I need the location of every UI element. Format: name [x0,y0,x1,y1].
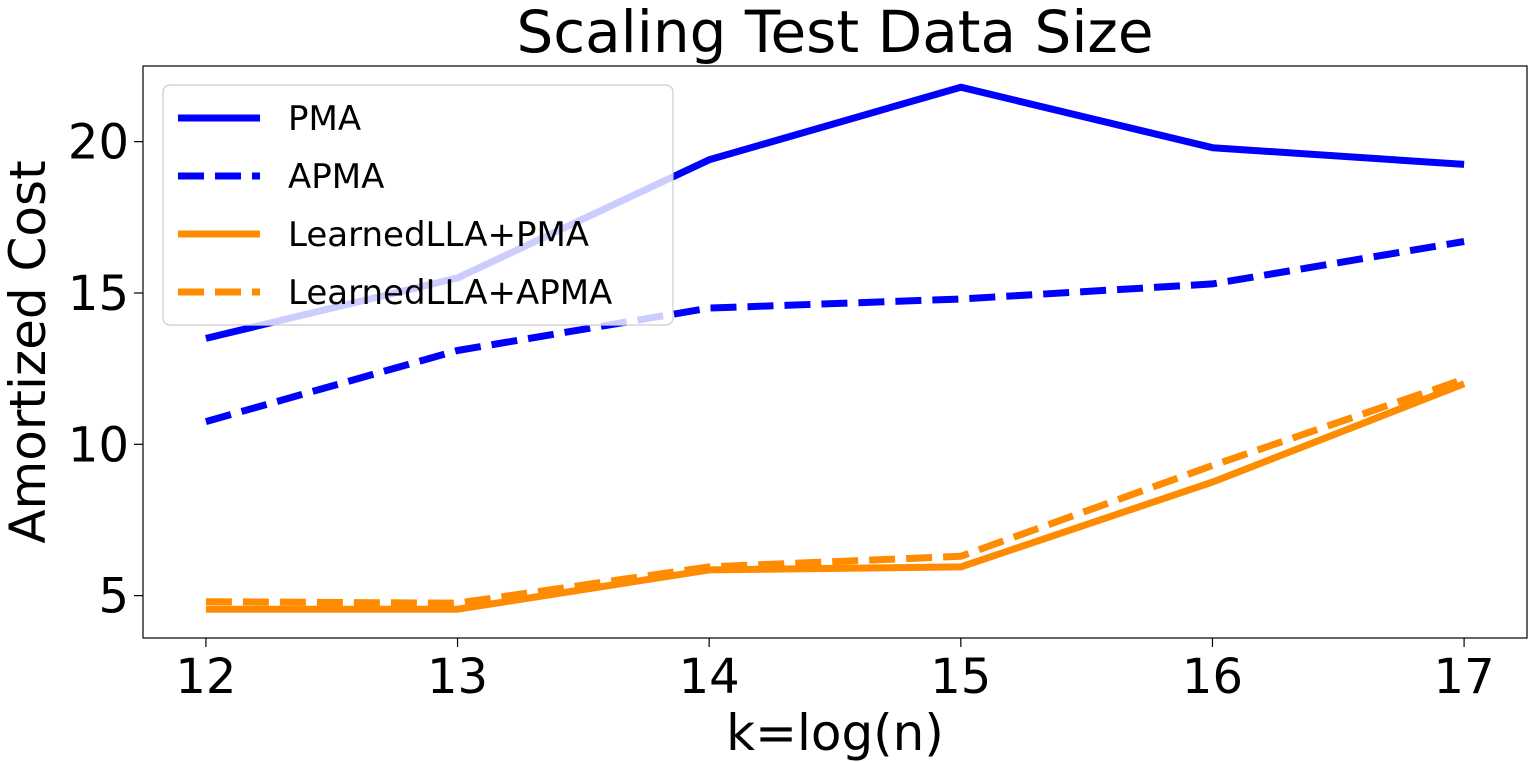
legend-label: LearnedLLA+PMA [288,215,589,255]
legend-label: PMA [288,99,361,139]
y-axis: 5 10 15 20 [68,115,143,625]
y-tick-label: 5 [98,569,129,625]
x-axis: 12 13 14 15 16 17 [175,638,1495,705]
x-tick-label: 13 [427,649,488,705]
y-tick-label: 15 [68,266,129,322]
series-line-learnedlla-apma [205,375,1466,607]
y-tick-label: 10 [68,417,129,473]
plot-frame [142,65,1528,639]
x-tick-label: 12 [175,649,236,705]
legend: PMA APMA LearnedLLA+PMA LearnedLLA+APMA [162,84,674,326]
series-line-apma [204,238,1465,425]
y-axis-label: Amortized Cost [0,160,57,543]
series-line-learnedlla-pma [205,380,1466,613]
x-tick-label: 16 [1182,649,1243,705]
x-axis-label: k=log(n) [726,704,944,762]
chart-title: Scaling Test Data Size [516,0,1153,66]
legend-label: LearnedLLA+APMA [288,273,612,313]
legend-label: APMA [288,157,384,197]
legend-box [162,84,674,326]
y-tick-label: 20 [68,115,129,171]
x-tick-label: 14 [679,649,740,705]
x-tick-label: 15 [930,649,991,705]
x-tick-label: 17 [1434,649,1495,705]
